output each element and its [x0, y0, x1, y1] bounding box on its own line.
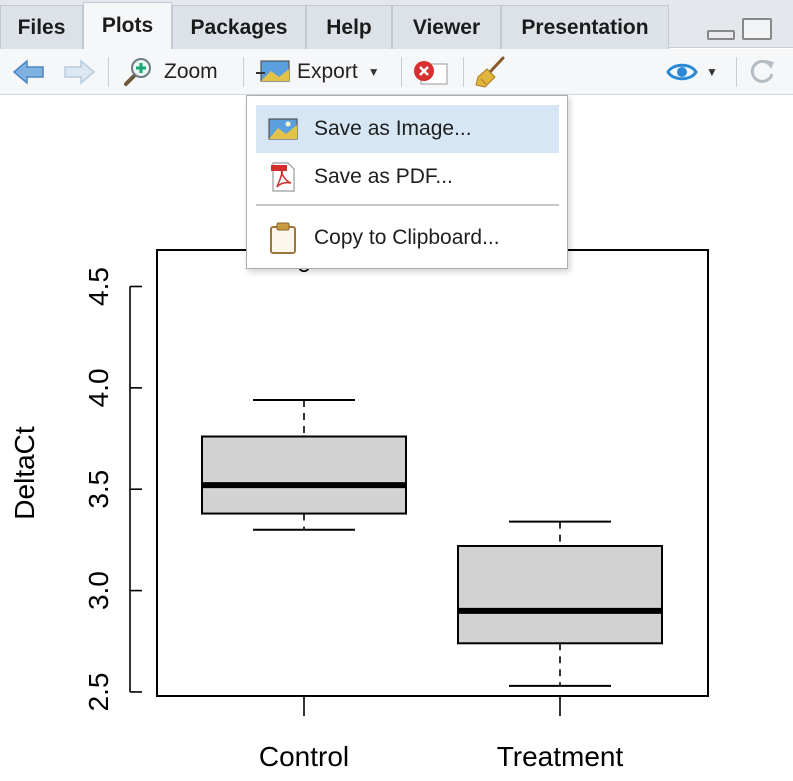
maximize-pane-button[interactable] — [742, 18, 772, 40]
y-axis-label: DeltaCt — [9, 426, 40, 520]
plot-viewer: 2.5 3.0 3.5 4.0 4.5 DeltaCt Control Treatment — [0, 96, 793, 781]
box-treatment — [457, 520, 663, 687]
x-tick-label: Treatment — [497, 741, 624, 772]
zoom-label: Zoom — [164, 60, 218, 83]
clear-all-plots-button[interactable] — [473, 53, 511, 91]
y-tick-label: 3.0 — [83, 571, 114, 610]
minimize-pane-button[interactable] — [707, 30, 735, 40]
refresh-button[interactable] — [746, 53, 782, 91]
back-button[interactable] — [12, 53, 46, 91]
box-control — [201, 260, 407, 531]
plots-toolbar: Zoom Export ▼ ▼ — [0, 49, 793, 95]
forward-arrow-icon — [64, 59, 96, 85]
iqr-box — [201, 435, 407, 515]
y-tick-label: 4.0 — [83, 368, 114, 407]
export-dropdown-menu: Save as Image... Save as PDF... Copy to … — [246, 95, 568, 269]
menu-item-save-as-pdf[interactable]: Save as PDF... — [256, 153, 559, 201]
boxplot-chart: 2.5 3.0 3.5 4.0 4.5 DeltaCt Control Treatment — [9, 249, 709, 772]
tab-help[interactable]: Help — [306, 5, 392, 49]
tab-viewer[interactable]: Viewer — [392, 5, 501, 49]
tab-plots[interactable]: Plots — [83, 2, 172, 49]
zoom-icon — [124, 58, 151, 86]
broom-icon — [475, 56, 505, 88]
iqr-box — [457, 544, 663, 645]
publish-caret-icon: ▼ — [706, 65, 718, 79]
remove-plot-button[interactable] — [411, 53, 451, 91]
back-arrow-icon — [12, 59, 44, 85]
publish-icon — [666, 63, 698, 81]
menu-item-save-as-image[interactable]: Save as Image... — [256, 105, 559, 153]
export-caret-icon: ▼ — [367, 65, 380, 79]
y-tick-label: 4.5 — [83, 267, 114, 306]
y-tick-label: 2.5 — [83, 672, 114, 711]
menu-label: Save as PDF... — [314, 165, 453, 188]
clipboard-icon — [270, 222, 296, 254]
y-tick-label: 3.5 — [83, 470, 114, 509]
refresh-icon — [750, 59, 774, 83]
tab-presentation[interactable]: Presentation — [501, 5, 669, 49]
remove-plot-icon — [414, 61, 448, 85]
tab-packages[interactable]: Packages — [172, 5, 306, 49]
publish-button[interactable]: ▼ — [664, 53, 722, 91]
zoom-button[interactable]: Zoom — [120, 53, 230, 91]
pane-tab-bar: Files Plots Packages Help Viewer Present… — [0, 0, 793, 49]
export-label: Export — [297, 60, 358, 83]
x-tick-label: Control — [259, 741, 349, 772]
menu-label: Save as Image... — [314, 117, 472, 140]
menu-label: Copy to Clipboard... — [314, 226, 500, 249]
tab-files[interactable]: Files — [0, 5, 83, 49]
menu-item-copy-to-clipboard[interactable]: Copy to Clipboard... — [256, 214, 559, 262]
menu-divider — [256, 204, 559, 206]
export-button[interactable]: Export ▼ — [255, 53, 390, 91]
image-icon — [268, 118, 298, 140]
forward-button[interactable] — [62, 53, 96, 91]
pdf-icon — [271, 162, 295, 192]
export-image-icon — [256, 60, 290, 82]
